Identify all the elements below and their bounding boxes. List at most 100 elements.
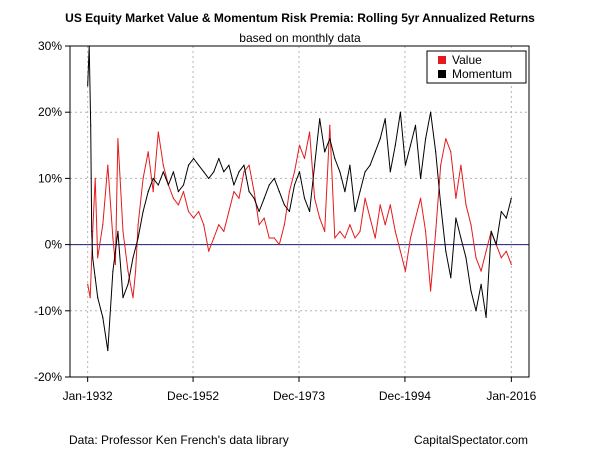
data-point-momentum	[193, 157, 195, 160]
data-point-value	[480, 270, 482, 272]
data-point-value	[329, 124, 331, 126]
data-point-momentum	[117, 230, 119, 232]
data-point-momentum	[409, 144, 412, 146]
data-point-value	[314, 197, 316, 199]
data-point-value	[263, 217, 265, 219]
data-point-momentum	[404, 164, 406, 166]
data-point-momentum	[309, 210, 311, 213]
data-point-value	[132, 297, 134, 299]
data-point-value	[147, 151, 149, 153]
data-point-value	[223, 230, 225, 232]
data-point-value	[92, 230, 94, 232]
x-tick-label: Dec-1994	[379, 389, 431, 403]
data-point-momentum	[177, 191, 179, 193]
legend-swatch-momentum	[438, 70, 446, 78]
data-point-value	[288, 191, 290, 193]
data-point-value	[298, 144, 301, 146]
data-point-momentum	[369, 164, 371, 166]
data-point-momentum	[510, 197, 512, 199]
data-point-value	[89, 297, 91, 299]
x-axis: Jan-1932 Dec-1952 Dec-1973 Dec-1994 Jan-2016	[63, 377, 537, 403]
data-point-momentum	[505, 217, 507, 219]
data-point-value	[309, 131, 311, 133]
data-point-value	[324, 230, 326, 232]
data-point-value	[349, 224, 351, 226]
data-point-momentum	[147, 191, 149, 193]
data-point-momentum	[435, 151, 437, 153]
data-point-value	[172, 197, 174, 199]
data-point-momentum	[102, 316, 104, 318]
data-point-value	[384, 224, 386, 226]
data-point-value	[233, 191, 235, 193]
data-point-value	[465, 204, 467, 206]
data-point-momentum	[187, 164, 190, 166]
data-point-momentum	[379, 138, 381, 140]
data-point-momentum	[273, 177, 275, 179]
data-point-value	[193, 217, 195, 219]
data-point-value	[319, 217, 321, 219]
data-point-momentum	[339, 171, 341, 173]
data-point-momentum	[354, 210, 356, 213]
data-point-momentum	[495, 244, 497, 246]
plot-frame	[69, 45, 530, 378]
data-point-momentum	[90, 124, 92, 126]
data-point-momentum	[278, 191, 280, 193]
series-line-value	[87, 124, 512, 299]
data-point-value	[414, 217, 417, 219]
data-point-value	[182, 191, 185, 193]
data-point-value	[334, 237, 336, 239]
data-point-momentum	[127, 283, 129, 285]
data-point-momentum	[268, 184, 270, 186]
data-point-value	[122, 230, 124, 232]
data-point-value	[510, 263, 512, 266]
data-point-momentum	[182, 184, 185, 186]
data-point-value	[470, 224, 472, 226]
data-point-momentum	[485, 316, 487, 318]
data-point-momentum	[303, 197, 306, 199]
data-point-momentum	[92, 257, 94, 259]
data-point-value	[137, 224, 139, 226]
data-point-momentum	[394, 144, 396, 146]
data-point-value	[460, 164, 462, 166]
data-point-momentum	[167, 184, 169, 186]
data-point-momentum	[480, 283, 482, 285]
data-point-value	[505, 250, 507, 252]
data-point-momentum	[218, 157, 220, 160]
data-point-value	[273, 237, 275, 239]
data-point-value	[238, 197, 240, 199]
data-point-momentum	[344, 191, 346, 193]
data-point-momentum	[430, 111, 432, 113]
data-point-value	[303, 157, 306, 160]
data-point-momentum	[157, 184, 159, 186]
data-point-value	[127, 270, 129, 272]
y-tick-label: -10%	[34, 304, 62, 318]
data-point-momentum	[475, 310, 477, 312]
data-point-momentum	[263, 197, 265, 199]
data-point-momentum	[364, 171, 366, 173]
data-point-value	[485, 250, 487, 252]
data-point-value	[248, 164, 250, 166]
data-point-value	[142, 177, 144, 179]
data-point-momentum	[198, 164, 200, 166]
data-point-momentum	[293, 184, 296, 186]
y-tick-label: 30%	[38, 39, 62, 53]
data-point-value	[87, 283, 89, 285]
data-point-value	[208, 250, 210, 252]
data-point-value	[409, 237, 412, 239]
data-point-momentum	[490, 230, 492, 232]
brand-credit: CapitalSpectator.com	[414, 433, 528, 447]
data-point-momentum	[152, 177, 154, 179]
data-point-momentum	[233, 184, 235, 186]
data-point-momentum	[258, 210, 260, 213]
data-point-value	[135, 270, 137, 272]
data-point-value	[374, 237, 376, 239]
data-point-value	[203, 224, 205, 226]
data-point-momentum	[329, 138, 331, 140]
data-point-momentum	[455, 217, 457, 219]
chart-title: US Equity Market Value & Momentum Risk P…	[65, 11, 535, 25]
data-point-value	[379, 204, 381, 206]
y-tick-label: 10%	[38, 171, 62, 185]
data-point-momentum	[107, 349, 109, 352]
series-group	[87, 45, 512, 352]
data-point-value	[364, 197, 366, 199]
